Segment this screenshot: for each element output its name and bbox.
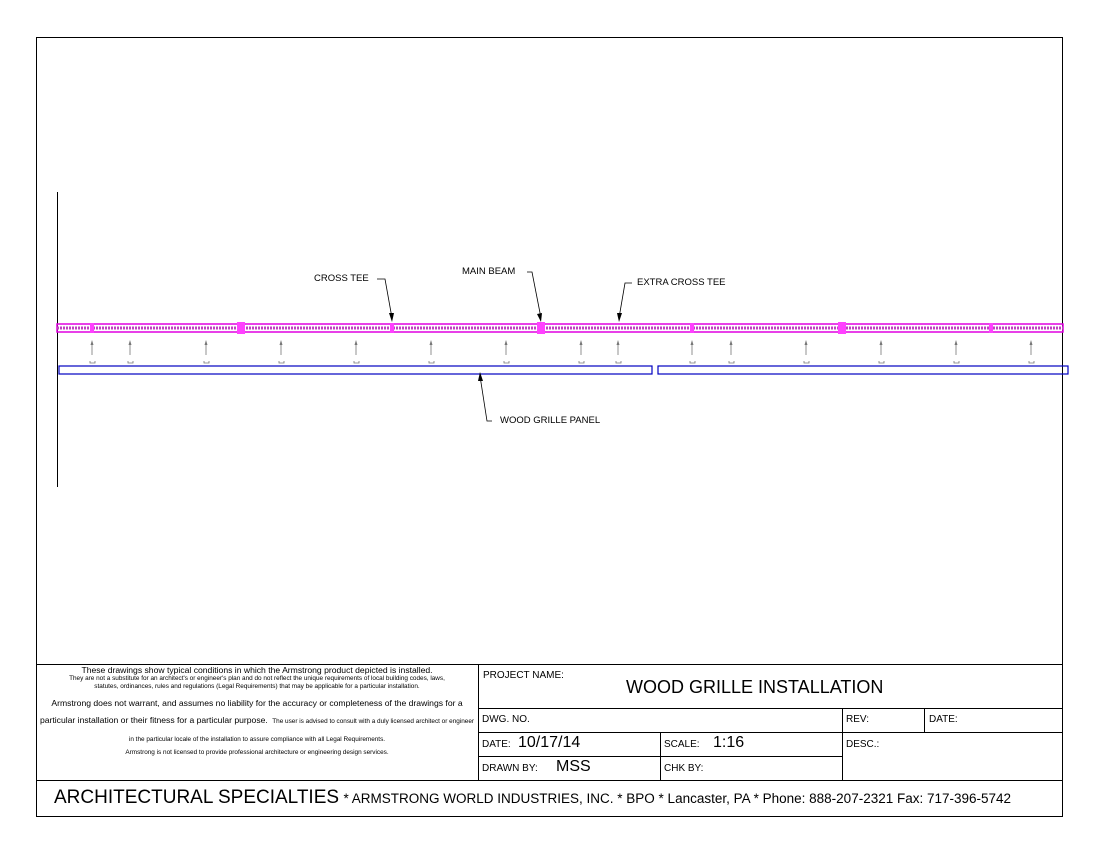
arrowheads: [389, 313, 622, 381]
disclaimer-text: Armstrong is not licensed to provide pro…: [125, 749, 389, 757]
field-label: PROJECT NAME:: [483, 670, 564, 681]
field-label: DATE:: [929, 714, 958, 725]
field-label: DWG. NO.: [482, 714, 530, 725]
field-label: CHK BY:: [664, 763, 704, 774]
clip-head: [354, 340, 358, 345]
ceiling-grid: [56, 322, 1064, 334]
disclaimer-text: These drawings show typical conditions i…: [81, 665, 433, 675]
clip-head: [204, 340, 208, 345]
frame: [36, 37, 1063, 817]
field-label: DRAWN BY:: [482, 763, 538, 774]
tee-joint: [690, 323, 694, 333]
beam-splice: [237, 322, 245, 334]
label: MAIN BEAM: [462, 266, 516, 277]
leaders: [377, 271, 632, 422]
clip-foot: [1028, 361, 1035, 364]
clip-foot: [728, 361, 735, 364]
clip-head: [128, 340, 132, 345]
clip-head: [616, 340, 620, 345]
field-value: MSS: [556, 758, 591, 775]
footer: ARCHITECTURAL SPECIALTIES * ARMSTRONG WO…: [54, 787, 1011, 809]
clip-head: [729, 340, 733, 345]
clip-foot: [578, 361, 585, 364]
clip-foot: [428, 361, 435, 364]
clip-head: [954, 340, 958, 345]
clip-head: [879, 340, 883, 345]
field-label: SCALE:: [664, 739, 700, 750]
clip-foot: [353, 361, 360, 364]
tee-joint: [989, 323, 993, 333]
field-label: DESC.:: [846, 739, 880, 750]
clip-head: [1029, 340, 1033, 345]
clip-foot: [203, 361, 210, 364]
tee-joint: [90, 323, 94, 333]
clip-head: [504, 340, 508, 345]
footer-company: ARCHITECTURAL SPECIALTIES: [54, 787, 340, 808]
clip-foot: [278, 361, 285, 364]
tee-joint: [390, 323, 394, 333]
disclaimer: These drawings show typical conditions i…: [37, 665, 477, 757]
panel: [657, 365, 1069, 375]
beam-splice: [838, 322, 846, 334]
panel: [58, 365, 653, 375]
clip-foot: [953, 361, 960, 364]
field-label: REV:: [846, 714, 869, 725]
label: CROSS TEE: [314, 273, 369, 284]
label: EXTRA CROSS TEE: [637, 277, 726, 288]
field-value: 10/17/14: [518, 734, 581, 751]
clip-head: [690, 340, 694, 345]
clip-head: [579, 340, 583, 345]
disclaimer-text: Armstrong does not warrant, and assumes …: [39, 697, 463, 726]
clip-foot: [689, 361, 696, 364]
disclaimer-text: They are not a substitute for an archite…: [69, 675, 445, 690]
footer-details: * ARMSTRONG WORLD INDUSTRIES, INC. * BPO…: [343, 791, 1012, 806]
hangers: [89, 340, 1035, 364]
clip-foot: [803, 361, 810, 364]
clip-head: [279, 340, 283, 345]
field-label: DATE:: [482, 739, 511, 750]
clip-head: [90, 340, 94, 345]
clip-foot: [615, 361, 622, 364]
clip-foot: [89, 361, 96, 364]
clip-foot: [878, 361, 885, 364]
clip-foot: [503, 361, 510, 364]
field-value: 1:16: [713, 734, 745, 751]
beam-splice: [537, 322, 545, 334]
clip-head: [804, 340, 808, 345]
clip-head: [429, 340, 433, 345]
clip-foot: [127, 361, 134, 364]
label: WOOD GRILLE PANEL: [500, 415, 601, 426]
disclaimer-text: The user is advised to consult with a du…: [128, 718, 475, 743]
project-name: WOOD GRILLE INSTALLATION: [626, 677, 884, 697]
